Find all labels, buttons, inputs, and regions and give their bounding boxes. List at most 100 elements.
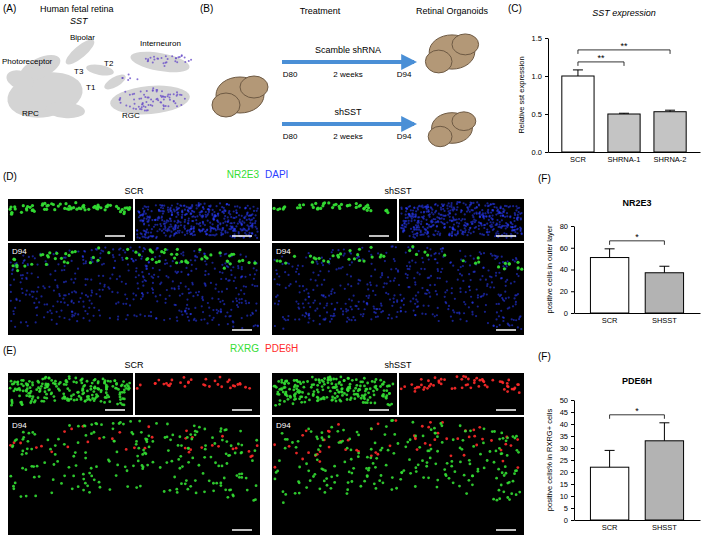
cell bbox=[355, 206, 358, 209]
cell bbox=[193, 318, 195, 320]
cell bbox=[224, 215, 226, 217]
cell bbox=[425, 206, 427, 208]
cell bbox=[215, 284, 217, 286]
panel-label: (B) bbox=[200, 3, 213, 14]
micrograph-background bbox=[399, 199, 524, 241]
expression-dot bbox=[173, 100, 175, 102]
cell bbox=[510, 226, 512, 228]
cell bbox=[143, 223, 145, 225]
cell bbox=[22, 204, 25, 207]
cell bbox=[462, 202, 464, 204]
cell bbox=[414, 283, 416, 285]
cell bbox=[470, 203, 472, 205]
cell bbox=[519, 226, 521, 228]
cell bbox=[412, 209, 414, 211]
cell bbox=[143, 217, 145, 219]
cell bbox=[351, 299, 353, 301]
cell bbox=[442, 222, 444, 224]
cell bbox=[334, 203, 337, 206]
cell bbox=[54, 279, 56, 281]
cell bbox=[208, 205, 210, 207]
cell bbox=[442, 205, 444, 207]
cell bbox=[181, 211, 183, 213]
cell bbox=[12, 258, 15, 261]
cell bbox=[491, 218, 493, 220]
expression-dot bbox=[152, 87, 154, 89]
cell bbox=[486, 228, 488, 230]
cell bbox=[483, 234, 485, 236]
cell bbox=[227, 216, 229, 218]
cell bbox=[175, 209, 177, 211]
cell bbox=[159, 228, 161, 230]
cell bbox=[160, 225, 162, 227]
cell bbox=[415, 210, 417, 212]
cell bbox=[53, 208, 56, 211]
cell bbox=[218, 291, 220, 293]
cell bbox=[410, 209, 412, 211]
cell bbox=[148, 224, 150, 226]
cell bbox=[9, 284, 11, 286]
cell bbox=[433, 218, 435, 220]
cell bbox=[408, 215, 410, 217]
cell bbox=[22, 274, 24, 276]
cell bbox=[136, 315, 138, 317]
cell bbox=[76, 320, 78, 322]
cell bbox=[449, 212, 451, 214]
cell bbox=[193, 228, 195, 230]
cell bbox=[141, 292, 143, 294]
cell bbox=[138, 212, 140, 214]
cell bbox=[400, 307, 402, 309]
cell bbox=[97, 246, 100, 249]
cell bbox=[478, 228, 480, 230]
stain-label: NR2E3 bbox=[227, 169, 260, 180]
cell bbox=[165, 275, 167, 277]
cell bbox=[190, 225, 192, 227]
expression-dot bbox=[167, 93, 169, 95]
cell bbox=[158, 269, 160, 271]
cell bbox=[410, 220, 412, 222]
expression-dot bbox=[174, 60, 176, 62]
cell bbox=[238, 233, 240, 235]
cell bbox=[148, 261, 150, 263]
umap-cluster bbox=[102, 72, 128, 93]
cell bbox=[70, 301, 72, 303]
cell bbox=[452, 229, 454, 231]
cell bbox=[148, 236, 150, 238]
cell bbox=[204, 260, 206, 262]
cell bbox=[459, 201, 461, 203]
cell bbox=[163, 210, 165, 212]
cell bbox=[422, 261, 424, 263]
cell bbox=[402, 231, 404, 233]
cell bbox=[180, 282, 182, 284]
cell bbox=[237, 267, 239, 269]
cell bbox=[461, 274, 463, 276]
cell bbox=[403, 223, 405, 225]
cell bbox=[170, 225, 172, 227]
cell bbox=[68, 249, 70, 251]
cell bbox=[190, 313, 192, 315]
cell bbox=[257, 325, 259, 327]
cell bbox=[253, 278, 255, 280]
cell bbox=[237, 265, 239, 267]
cell bbox=[307, 302, 309, 304]
cell bbox=[159, 204, 161, 206]
cell bbox=[209, 253, 212, 256]
cell bbox=[173, 235, 175, 237]
cell bbox=[497, 230, 499, 232]
cell bbox=[484, 205, 486, 207]
cell bbox=[411, 212, 413, 214]
cell bbox=[507, 224, 509, 226]
cell bbox=[88, 299, 90, 301]
cell bbox=[468, 231, 470, 233]
cell bbox=[178, 232, 180, 234]
cell bbox=[103, 285, 105, 287]
cell bbox=[184, 309, 186, 311]
cell bbox=[16, 299, 18, 301]
arm-label: shSST bbox=[334, 107, 362, 117]
cell bbox=[463, 224, 465, 226]
cell bbox=[186, 304, 188, 306]
cluster-label: Photoreceptor bbox=[2, 57, 53, 66]
cell bbox=[147, 292, 149, 294]
cell bbox=[295, 271, 297, 273]
cell bbox=[161, 204, 163, 206]
